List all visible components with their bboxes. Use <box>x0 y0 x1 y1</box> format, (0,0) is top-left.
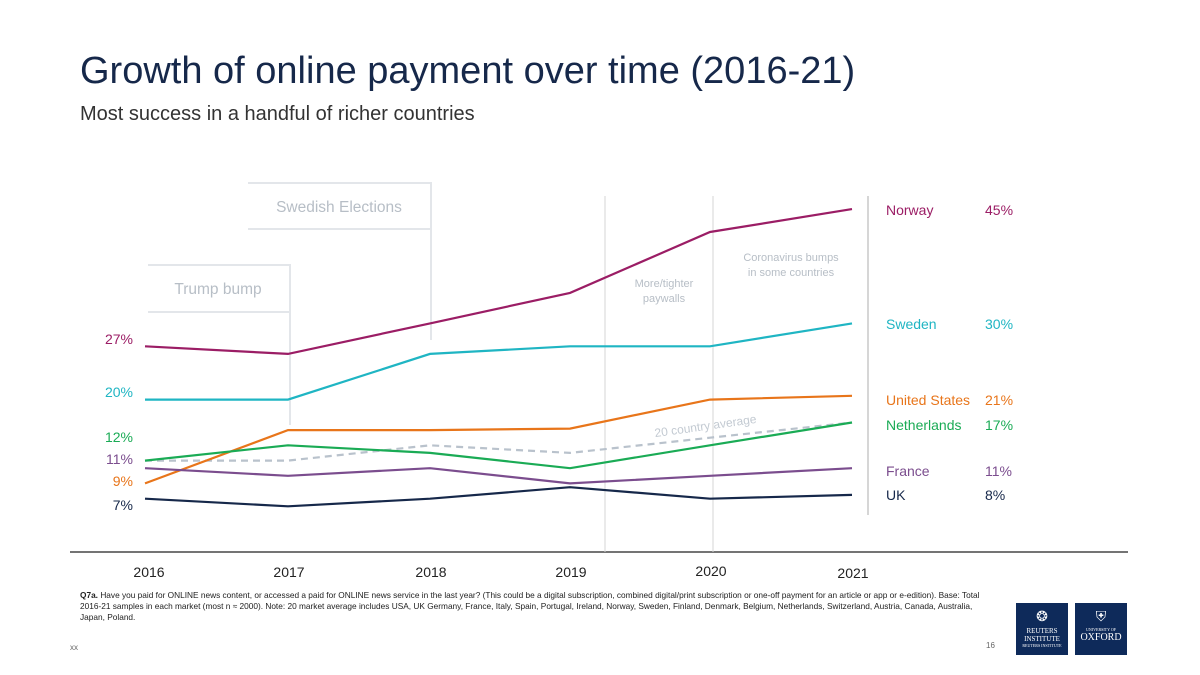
series-norway-line <box>144 208 853 356</box>
footnote-text: Have you paid for ONLINE news content, o… <box>80 590 980 622</box>
end-label-uk: 8% <box>985 487 1005 503</box>
reuters-logo-line2: INSTITUTE <box>1024 635 1060 643</box>
series-france-line <box>144 467 853 485</box>
reuters-dots-icon: ❂ <box>1036 608 1048 624</box>
series-united-states-line <box>144 394 853 485</box>
annotation-paywalls-line2: paywalls <box>643 293 686 305</box>
reuters-logo-line1: REUTERS <box>1026 627 1058 635</box>
page-subtitle: Most success in a handful of richer coun… <box>80 103 475 125</box>
end-label-france: 11% <box>985 463 1012 479</box>
end-label-united-states: 21% <box>985 392 1013 408</box>
legend-netherlands: Netherlands <box>886 417 962 433</box>
start-label-france: 11% <box>106 451 133 467</box>
series-uk-line <box>144 486 853 508</box>
start-label-uk: 7% <box>113 497 133 513</box>
start-label-norway: 27% <box>105 331 133 347</box>
legend-sweden: Sweden <box>886 316 937 332</box>
legend-norway: Norway <box>886 202 933 218</box>
legend-united-states: United States <box>886 392 970 408</box>
footer-left-text: xx <box>70 643 78 652</box>
annotation-coronavirus-line2: in some countries <box>748 267 835 279</box>
annotation-trump-bump: Trump bump <box>174 281 261 298</box>
start-label-sweden: 20% <box>105 384 133 400</box>
oxford-logo: ⛨ UNIVERSITY OF OXFORD <box>1075 603 1127 655</box>
end-label-norway: 45% <box>985 202 1013 218</box>
legend-uk: UK <box>886 487 906 503</box>
average-label: 20 country average <box>654 412 758 440</box>
series-sweden-line <box>145 322 853 401</box>
footnote: Q7a. Have you paid for ONLINE news conte… <box>80 590 980 623</box>
swedish-elections-callout <box>248 182 432 340</box>
trump-bump-callout <box>148 264 291 425</box>
x-tick-2019: 2019 <box>555 564 586 580</box>
series-netherlands-line <box>144 421 853 470</box>
reuters-logo-line3: REUTERS INSTITUTE <box>1022 643 1062 648</box>
reuters-institute-logo: ❂ REUTERS INSTITUTE REUTERS INSTITUTE <box>1016 603 1068 655</box>
x-tick-2017: 2017 <box>273 564 304 580</box>
end-label-netherlands: 17% <box>985 417 1013 433</box>
annotation-coronavirus-line1: Coronavirus bumps <box>743 252 839 264</box>
x-tick-2018: 2018 <box>415 564 446 580</box>
annotation-paywalls-line1: More/tighter <box>635 278 694 290</box>
oxford-crest-icon: ⛨ <box>1095 608 1107 624</box>
start-label-united-states: 9% <box>113 473 133 489</box>
oxford-logo-line2: OXFORD <box>1080 632 1122 643</box>
x-tick-2020: 2020 <box>695 563 726 579</box>
legend-france: France <box>886 463 930 479</box>
footnote-question-label: Q7a. <box>80 590 98 600</box>
series-average-line <box>145 421 853 462</box>
start-label-netherlands: 12% <box>105 429 133 445</box>
x-tick-2021: 2021 <box>837 565 868 581</box>
x-tick-2016: 2016 <box>133 564 164 580</box>
line-chart: Trump bump Swedish Elections More/tighter p… <box>70 182 1128 581</box>
page-title: Growth of online payment over time (2016… <box>80 50 856 92</box>
oxford-logo-line1: UNIVERSITY OF <box>1086 627 1116 632</box>
page-number: 16 <box>986 641 995 650</box>
end-label-sweden: 30% <box>985 316 1013 332</box>
annotation-swedish-elections: Swedish Elections <box>276 199 402 216</box>
